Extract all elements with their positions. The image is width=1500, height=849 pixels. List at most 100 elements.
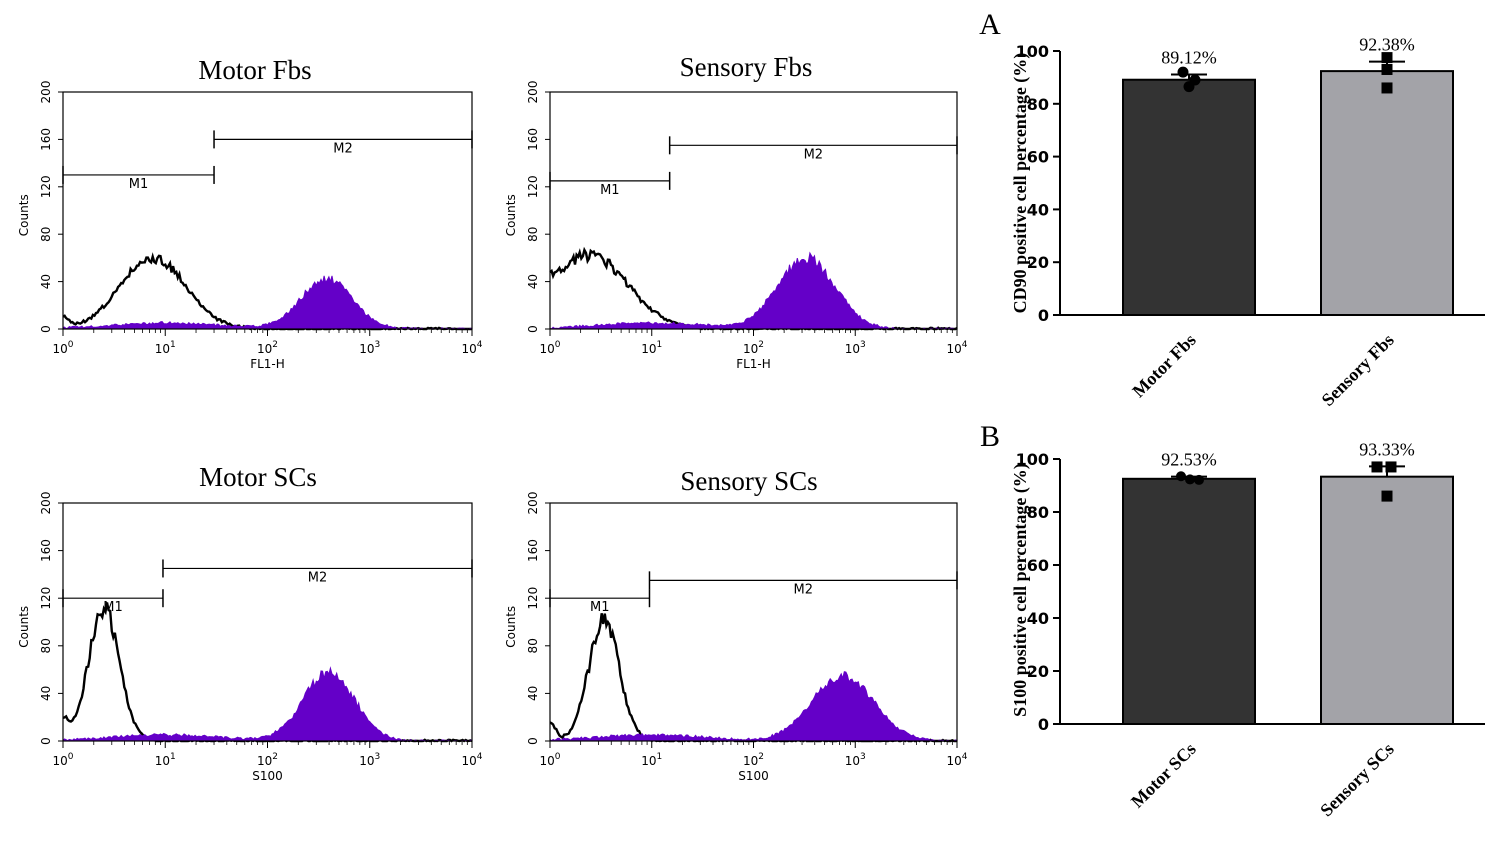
y-tick-label: 80 — [39, 638, 53, 653]
bar — [1320, 70, 1454, 316]
y-tick-label: 40 — [39, 686, 53, 701]
y-tick-label: 120 — [526, 175, 540, 198]
x-tick-base: 10 — [257, 754, 272, 768]
y-tick-label: 0 — [39, 325, 53, 333]
x-tick-label: 101 — [155, 340, 176, 356]
y-tick-label: 40 — [39, 274, 53, 289]
x-tick-base: 10 — [539, 754, 554, 768]
y-tick-label: 0 — [1038, 306, 1049, 325]
x-tick-base: 10 — [257, 342, 272, 356]
y-tick-label: 0 — [526, 737, 540, 745]
gate-label: M1 — [590, 600, 610, 615]
data-point — [1381, 490, 1393, 502]
y-tick-label: 40 — [526, 686, 540, 701]
y-tick-label: 160 — [526, 128, 540, 151]
x-tick-base: 10 — [52, 342, 67, 356]
x-tick-exponent: 0 — [555, 752, 561, 762]
data-point — [1185, 474, 1195, 485]
x-tick-base: 10 — [641, 342, 656, 356]
x-tick-exponent: 0 — [555, 340, 561, 350]
y-tick-label: 100 — [1016, 42, 1049, 61]
value-label: 92.38% — [1359, 35, 1415, 55]
x-tick-label: 101 — [641, 752, 662, 768]
x-tick-label: 102 — [743, 340, 764, 356]
data-point — [1194, 474, 1204, 485]
y-tick-label: 200 — [526, 492, 540, 515]
x-tick-label: 102 — [743, 752, 764, 768]
panel-label: A — [979, 8, 1001, 41]
y-tick-label: 120 — [39, 587, 53, 610]
bar — [1122, 78, 1256, 316]
x-tick-exponent: 3 — [375, 340, 381, 350]
x-tick-exponent: 3 — [860, 752, 866, 762]
x-tick-exponent: 4 — [962, 752, 968, 762]
y-tick-label: 0 — [1038, 715, 1049, 734]
gate-label: M2 — [333, 141, 353, 156]
x-tick-label: 104 — [946, 752, 967, 768]
category-label: Sensory Fbs — [1318, 330, 1398, 410]
x-tick-label: 100 — [539, 340, 560, 356]
panel-label: B — [980, 420, 1000, 453]
x-axis-label: S100 — [252, 769, 283, 783]
bar — [1320, 475, 1454, 725]
value-label: 93.33% — [1359, 439, 1415, 459]
y-tick-label: 0 — [39, 737, 53, 745]
y-tick-label: 60 — [1027, 556, 1049, 575]
x-tick-label: 103 — [845, 340, 866, 356]
x-axis-label: FL1-H — [250, 357, 285, 371]
x-tick-exponent: 0 — [68, 340, 74, 350]
x-tick-exponent: 1 — [170, 340, 176, 350]
x-tick-base: 10 — [946, 342, 961, 356]
y-tick-label: 20 — [1027, 253, 1049, 272]
x-tick-label: 101 — [641, 340, 662, 356]
histogram-title: Motor SCs — [199, 462, 317, 492]
gate-label: M2 — [308, 570, 328, 585]
x-tick-base: 10 — [946, 754, 961, 768]
x-tick-exponent: 1 — [657, 752, 663, 762]
x-tick-exponent: 0 — [68, 752, 74, 762]
plot-frame — [62, 502, 473, 742]
stained-histogram — [549, 671, 958, 742]
x-tick-exponent: 2 — [758, 340, 764, 350]
y-axis-label: Counts — [17, 606, 31, 648]
histogram-title: Sensory Fbs — [680, 52, 813, 82]
histogram-title: Sensory SCs — [680, 466, 817, 496]
x-tick-label: 101 — [155, 752, 176, 768]
x-tick-exponent: 1 — [657, 340, 663, 350]
x-tick-label: 102 — [257, 752, 278, 768]
y-tick-label: 40 — [526, 274, 540, 289]
x-tick-base: 10 — [52, 754, 67, 768]
x-tick-label: 103 — [359, 340, 380, 356]
y-tick-label: 120 — [39, 175, 53, 198]
stained-histogram — [62, 275, 473, 330]
data-point — [1381, 82, 1393, 94]
x-tick-exponent: 4 — [962, 340, 968, 350]
gate-label: M1 — [103, 600, 123, 615]
data-point — [1189, 74, 1201, 86]
x-tick-exponent: 3 — [860, 340, 866, 350]
y-tick-label: 200 — [39, 81, 53, 104]
x-tick-exponent: 3 — [375, 752, 381, 762]
value-label: 89.12% — [1161, 47, 1217, 67]
x-axis-label: FL1-H — [736, 357, 771, 371]
data-point — [1176, 471, 1186, 482]
x-tick-label: 103 — [359, 752, 380, 768]
data-point — [1381, 63, 1393, 75]
x-tick-base: 10 — [845, 342, 860, 356]
x-tick-label: 104 — [461, 340, 482, 356]
category-label: Sensory SCs — [1316, 739, 1398, 821]
data-point — [1371, 461, 1383, 473]
plot-frame — [549, 91, 958, 330]
control-histogram — [62, 602, 473, 743]
category-label: Motor Fbs — [1128, 330, 1200, 402]
gate-label: M2 — [793, 582, 813, 597]
bar — [1122, 477, 1256, 725]
y-tick-label: 160 — [526, 539, 540, 562]
y-tick-label: 120 — [526, 587, 540, 610]
histogram-title: Motor Fbs — [198, 55, 311, 85]
gate-label: M1 — [600, 183, 620, 198]
x-tick-exponent: 4 — [477, 340, 483, 350]
